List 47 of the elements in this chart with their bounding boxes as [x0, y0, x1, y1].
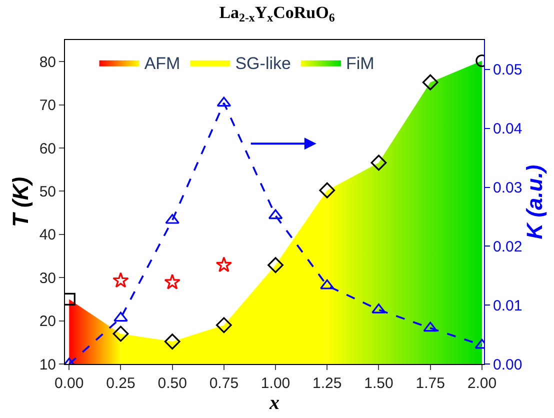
y2-tick-label: 0.03 [493, 180, 522, 197]
y2-tick-label: 0.04 [493, 120, 522, 138]
x-tick-label: 1.00 [260, 375, 290, 392]
y2-axis-title: K (a.u.) [522, 164, 548, 240]
point [216, 317, 232, 334]
y-tick-label: 10 [39, 356, 56, 374]
x-axis-title: x [268, 392, 280, 414]
x-tick-label: 0.75 [209, 375, 239, 392]
legend-label: FiM [346, 54, 374, 74]
x-tick-label: 1.50 [364, 375, 394, 392]
y-tick-label: 70 [39, 97, 56, 114]
point [65, 292, 76, 306]
point [216, 256, 232, 272]
point [268, 209, 283, 220]
y2-tick-label: 0.00 [493, 356, 522, 374]
y-axis-title: T (K) [8, 176, 34, 228]
y2-tick-label: 0.02 [493, 238, 522, 256]
point [370, 154, 387, 171]
chart-title: La$_{2-x}$Y$_{x}$CoRuO$_{6}$ [219, 3, 335, 25]
y-tick-label: 50 [39, 183, 56, 200]
legend-label: AFM [144, 54, 180, 74]
x-tick-label: 0.50 [158, 375, 187, 392]
point [319, 182, 336, 198]
y2-tick-label: 0.01 [493, 297, 522, 314]
y-tick-label: 80 [39, 54, 56, 71]
legend-label: SG-like [235, 54, 291, 74]
point [164, 334, 180, 350]
point [320, 279, 334, 290]
point [216, 96, 232, 107]
y-tick-label: 30 [39, 270, 56, 287]
point [422, 74, 438, 90]
x-tick-label: 2.00 [467, 375, 497, 392]
y2-tick-label: 0.05 [493, 62, 522, 79]
point [164, 274, 180, 290]
point [112, 272, 129, 288]
y-tick-label: 40 [39, 226, 56, 244]
x-tick-label: 0.25 [106, 375, 136, 392]
point [268, 257, 284, 274]
point [112, 326, 129, 342]
y-tick-label: 60 [39, 140, 56, 158]
point [114, 312, 128, 322]
point [165, 214, 180, 224]
y-tick-label: 20 [39, 313, 56, 330]
x-tick-label: 1.25 [312, 375, 342, 392]
x-tick-label: 1.75 [416, 375, 445, 392]
point [423, 322, 438, 332]
x-tick-label: 0.00 [54, 375, 84, 392]
